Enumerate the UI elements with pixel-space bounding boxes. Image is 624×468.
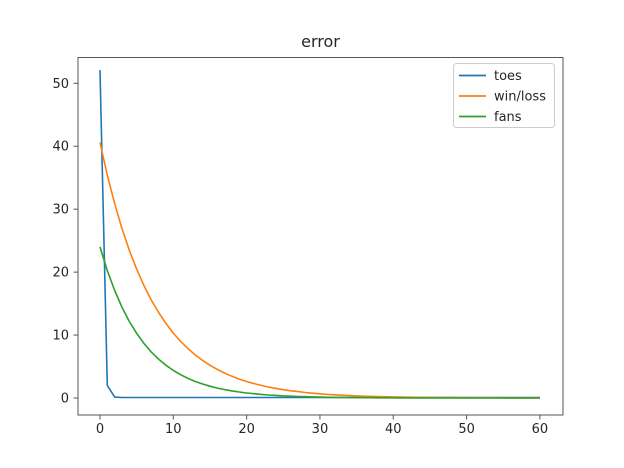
- chart-title: error: [301, 32, 340, 51]
- legend-label-toes: toes: [494, 69, 522, 84]
- y-axis: 0 10 20 30 40 50: [52, 77, 78, 407]
- y-tick-label: 30: [52, 203, 69, 218]
- legend-entry-win-loss: win/loss: [459, 90, 546, 105]
- y-tick-label: 0: [61, 392, 69, 407]
- legend-label-fans: fans: [494, 110, 522, 125]
- legend-label-win-loss: win/loss: [494, 90, 546, 105]
- series-lines: [99, 70, 540, 399]
- x-tick-label: 30: [312, 422, 329, 437]
- series-line-fans: [99, 246, 540, 399]
- y-tick-label: 50: [52, 77, 69, 92]
- x-tick-label: 60: [532, 422, 549, 437]
- x-tick-label: 10: [165, 422, 182, 437]
- legend-box: [453, 63, 555, 128]
- x-axis: 0 10 20 30 40 50 60: [96, 415, 548, 437]
- legend-entry-fans: fans: [459, 110, 522, 125]
- legend-entry-toes: toes: [459, 69, 522, 84]
- x-tick-label: 50: [458, 422, 475, 437]
- y-tick-label: 10: [52, 329, 69, 344]
- plot-area-border: [77, 57, 564, 416]
- x-tick-label: 20: [238, 422, 255, 437]
- series-line-win-loss: [99, 142, 540, 399]
- x-tick-label: 0: [96, 422, 104, 437]
- y-tick-label: 40: [52, 140, 69, 155]
- y-tick-label: 20: [52, 266, 69, 281]
- legend: toes win/loss fans: [453, 63, 555, 128]
- x-tick-label: 40: [385, 422, 402, 437]
